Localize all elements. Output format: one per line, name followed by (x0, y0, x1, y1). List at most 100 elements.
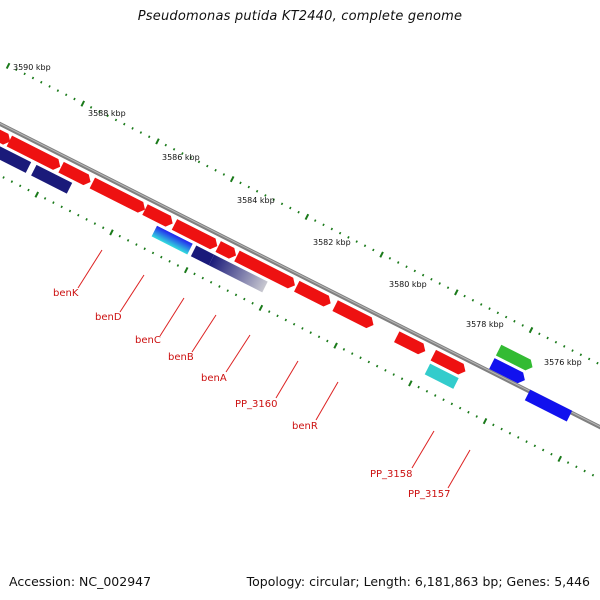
label-PP_3157: PP_3157 (408, 489, 451, 500)
gene-arrow-21 (524, 389, 573, 422)
gene-arrow-16 (190, 245, 215, 266)
outer-scale-tick-60 (504, 315, 508, 319)
gene-arrow-10 (332, 300, 374, 329)
inner-scale-track (2, 176, 595, 477)
outer-scale-tick-49 (413, 269, 417, 273)
inner-scale-tick-63 (482, 417, 488, 425)
outer-scale-tick-22 (189, 156, 192, 160)
outer-scale-tick-33 (280, 202, 284, 206)
outer-scale-tick-45 (379, 251, 384, 258)
outer-scale-tick-32 (272, 198, 275, 201)
outer-scale-tick-66 (554, 340, 558, 344)
label-PP_3160: PP_3160 (235, 399, 278, 410)
outer-scale-tick-30 (255, 189, 259, 193)
inner-scale-tick-29 (201, 276, 205, 280)
leader-benK (77, 249, 103, 289)
inner-scale-tick-25 (168, 259, 171, 263)
outer-scale-tick-69 (579, 353, 583, 357)
inner-scale-tick-69 (533, 444, 537, 448)
gene-arrow-9 (294, 280, 331, 307)
topology-summary: Topology: circular; Length: 6,181,863 bp… (246, 574, 590, 589)
gene-arrow-19 (495, 344, 533, 371)
outer-scale-tick-50 (421, 273, 425, 277)
inner-scale-tick-61 (467, 410, 470, 414)
outer-scale-tick-59 (496, 311, 500, 315)
inner-scale-tick-49 (367, 360, 371, 364)
scale-label-3584: 3584 kbp (237, 196, 275, 205)
leader-benD (119, 274, 145, 313)
outer-scale-tick-39 (330, 227, 334, 231)
label-benK: benK (53, 288, 79, 299)
scale-labels: 3590 kbp 3588 kbp 3586 kbp 3584 kbp 3582… (13, 63, 582, 367)
inner-scale-tick-59 (450, 402, 454, 406)
gene-arrow-14 (31, 164, 73, 194)
inner-scale-tick-73 (566, 461, 570, 464)
inner-scale-tick-52 (392, 373, 395, 376)
outer-scale-tick-18 (155, 138, 160, 145)
leader-benB (191, 314, 217, 353)
outer-scale-tick-27 (229, 175, 235, 183)
outer-scale-tick-29 (247, 185, 251, 189)
outer-scale-tick-51 (430, 277, 433, 281)
inner-scale-tick-48 (359, 356, 362, 360)
inner-scale-tick-64 (492, 423, 495, 427)
gene-arrow-1 (0, 126, 11, 145)
outer-scale-tick-0 (5, 62, 11, 70)
outer-scale-tick-6 (56, 89, 60, 92)
inner-scale-tick-8 (27, 188, 30, 192)
label-benR: benR (292, 421, 318, 432)
gene-arrow-6 (171, 219, 218, 250)
inner-scale-tick-15 (85, 218, 88, 221)
inner-scale-tick-6 (10, 180, 14, 183)
outer-scale-tick-53 (446, 286, 450, 290)
outer-scale-tick-35 (297, 210, 300, 214)
outer-scale-tick-48 (405, 265, 408, 269)
inner-scale-tick-62 (475, 415, 478, 418)
genome-backbone (0, 117, 600, 437)
inner-scale-tick-22 (143, 247, 146, 251)
inner-scale-tick-50 (375, 364, 379, 368)
gene-arrow-11 (393, 331, 426, 355)
outer-scale-tick-44 (372, 248, 375, 252)
inner-scale-tick-67 (517, 436, 520, 439)
outer-scale-tick-70 (587, 357, 591, 361)
outer-scale-tick-3 (31, 76, 35, 80)
inner-scale-tick-46 (342, 348, 346, 351)
inner-scale-tick-5 (2, 176, 5, 179)
outer-scale-tick-58 (488, 307, 491, 310)
inner-scale-tick-23 (151, 251, 155, 255)
inner-scale-tick-12 (60, 205, 63, 209)
scale-label-3586: 3586 kbp (162, 153, 200, 162)
outer-scale-tick-13 (114, 118, 118, 122)
outer-scale-tick-23 (197, 160, 201, 164)
inner-scale-tick-10 (43, 197, 47, 200)
leader-PP_3158 (411, 430, 435, 469)
outer-scale-tick-12 (106, 114, 109, 118)
outer-scale-tick-47 (397, 261, 400, 264)
gene-label-leaders (77, 249, 471, 489)
inner-scale-tick-35 (251, 301, 254, 305)
outer-scale-tick-55 (463, 294, 466, 298)
inner-scale-tick-66 (508, 431, 512, 435)
outer-scale-tick-8 (73, 97, 76, 101)
genome-backbone-highlight (0, 118, 600, 436)
outer-scale-tick-11 (98, 110, 101, 113)
inner-scale-tick-11 (52, 201, 55, 204)
gene-arrow-2 (6, 135, 61, 170)
inner-scale-tick-65 (500, 427, 503, 431)
inner-scale-tick-71 (550, 452, 553, 456)
inner-scale-tick-58 (442, 398, 445, 402)
gene-arrow-20 (489, 358, 525, 384)
inner-scale-tick-42 (309, 331, 312, 334)
outer-scale-tick-42 (355, 240, 358, 243)
outer-scale-tick-24 (206, 164, 209, 168)
outer-scale-tick-2 (23, 72, 26, 76)
outer-scale-tick-31 (264, 194, 267, 197)
outer-scale-tick-14 (123, 122, 126, 126)
outer-scale-tick-1 (15, 68, 18, 71)
inner-scale-tick-56 (425, 389, 429, 393)
outer-scale-tick-65 (546, 336, 549, 340)
inner-scale-tick-68 (525, 440, 528, 443)
inner-scale-tick-28 (193, 272, 196, 276)
